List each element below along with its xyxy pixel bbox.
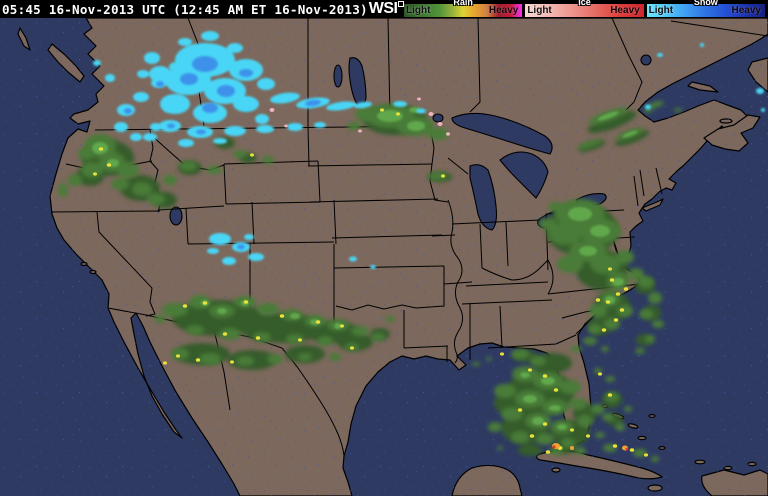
radar-ice-pink xyxy=(269,97,450,136)
legend-heavy-label-snow: Heavy xyxy=(731,5,761,16)
radar-map xyxy=(0,18,768,496)
registered-mark-icon xyxy=(398,1,405,7)
lake-winnipegosis xyxy=(333,64,343,88)
radar-rain-red xyxy=(552,445,629,451)
lac-st-jean xyxy=(640,54,652,66)
legend-heavy-label-rain: Heavy xyxy=(488,5,519,16)
lakes xyxy=(169,54,652,231)
timestamp: 05:45 16-Nov-2013 UTC (12:45 AM ET 16-No… xyxy=(2,1,368,17)
legend: Rain Light Heavy Ice Light Heavy Snow Light Heav… xyxy=(404,0,768,18)
legend-title-rain: Rain xyxy=(453,0,473,7)
legend-light-label-snow: Light xyxy=(648,5,674,16)
radar-rain-bright xyxy=(92,107,638,430)
legend-bar-snow xyxy=(646,4,765,17)
lake-huron xyxy=(499,151,549,199)
wsi-logo-text: WSI xyxy=(368,0,398,17)
legend-section-snow: Snow Light Heavy xyxy=(646,0,765,18)
header-bar: 05:45 16-Nov-2013 UTC (12:45 AM ET 16-No… xyxy=(0,0,768,18)
legend-heavy-label-ice: Heavy xyxy=(610,5,640,16)
wsi-logo: WSI xyxy=(369,0,405,18)
lake-of-the-woods xyxy=(432,113,444,123)
radar-overlay xyxy=(58,31,765,462)
radar-map-svg xyxy=(0,18,768,496)
radar-snow-cyan xyxy=(93,31,765,269)
legend-bar-rain xyxy=(404,4,523,17)
legend-bar-ice xyxy=(525,4,644,17)
great-salt-lake xyxy=(169,206,183,226)
radar-rain-yellow xyxy=(93,108,648,457)
radar-snow-blue xyxy=(124,56,321,250)
legend-title-snow: Snow xyxy=(693,0,718,7)
legend-light-label-rain: Light xyxy=(406,5,431,16)
legend-section-rain: Rain Light Heavy xyxy=(404,0,523,18)
lake-superior xyxy=(451,112,553,155)
radar-noise xyxy=(0,18,768,496)
legend-light-label-ice: Light xyxy=(527,5,552,16)
legend-title-ice: Ice xyxy=(578,0,591,7)
legend-section-ice: Ice Light Heavy xyxy=(525,0,644,18)
